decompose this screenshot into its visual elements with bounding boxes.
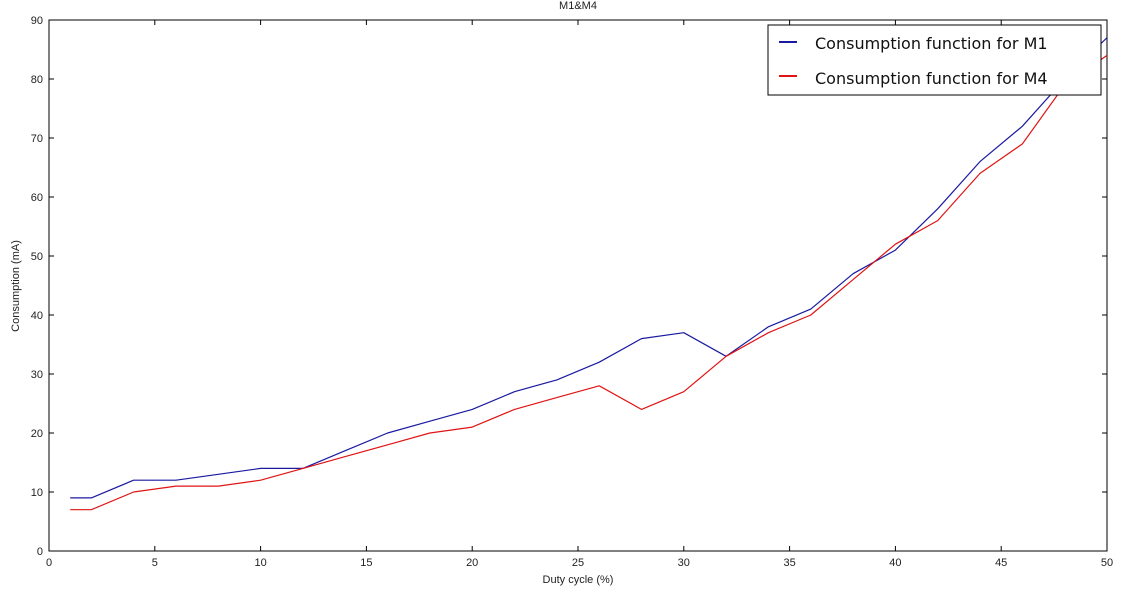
x-tick-label: 30 xyxy=(678,557,690,569)
y-tick-label: 70 xyxy=(31,133,43,145)
x-axis: 0 5 10 15 20 25 30 35 40 45 50 xyxy=(46,20,1113,569)
x-tick-label: 35 xyxy=(783,557,795,569)
plot-area xyxy=(48,19,1108,552)
legend-box xyxy=(767,24,1102,96)
y-axis: 0 10 20 30 40 50 60 70 80 90 xyxy=(31,15,1107,558)
legend: Consumption function for M1 Consumption … xyxy=(767,24,1102,96)
y-tick-label: 30 xyxy=(31,369,43,381)
y-tick-label: 80 xyxy=(31,74,43,86)
x-tick-label: 0 xyxy=(46,557,52,569)
x-tick-label: 15 xyxy=(360,557,372,569)
legend-label-m1: Consumption function for M1 xyxy=(815,34,1048,53)
y-axis-label: Consumption (mA) xyxy=(10,240,22,332)
y-tick-label: 20 xyxy=(31,428,43,440)
series-lines xyxy=(70,37,1107,511)
y-tick-label: 10 xyxy=(31,487,43,499)
y-tick-label: 90 xyxy=(31,15,43,27)
legend-label-m4: Consumption function for M4 xyxy=(815,69,1048,88)
y-tick-label: 60 xyxy=(31,192,43,204)
x-tick-label: 50 xyxy=(1101,557,1113,569)
y-tick-label: 50 xyxy=(31,251,43,263)
y-tick-label: 40 xyxy=(31,310,43,322)
x-tick-label: 10 xyxy=(254,557,266,569)
chart-title: M1&M4 xyxy=(559,0,597,12)
x-tick-label: 20 xyxy=(466,557,478,569)
x-tick-label: 5 xyxy=(152,557,158,569)
series-line-m4 xyxy=(70,54,1107,511)
x-axis-label: Duty cycle (%) xyxy=(543,574,614,586)
x-tick-label: 45 xyxy=(995,557,1007,569)
series-line-m1 xyxy=(70,37,1107,499)
y-tick-label: 0 xyxy=(37,546,43,558)
x-tick-label: 25 xyxy=(572,557,584,569)
x-tick-label: 40 xyxy=(889,557,901,569)
